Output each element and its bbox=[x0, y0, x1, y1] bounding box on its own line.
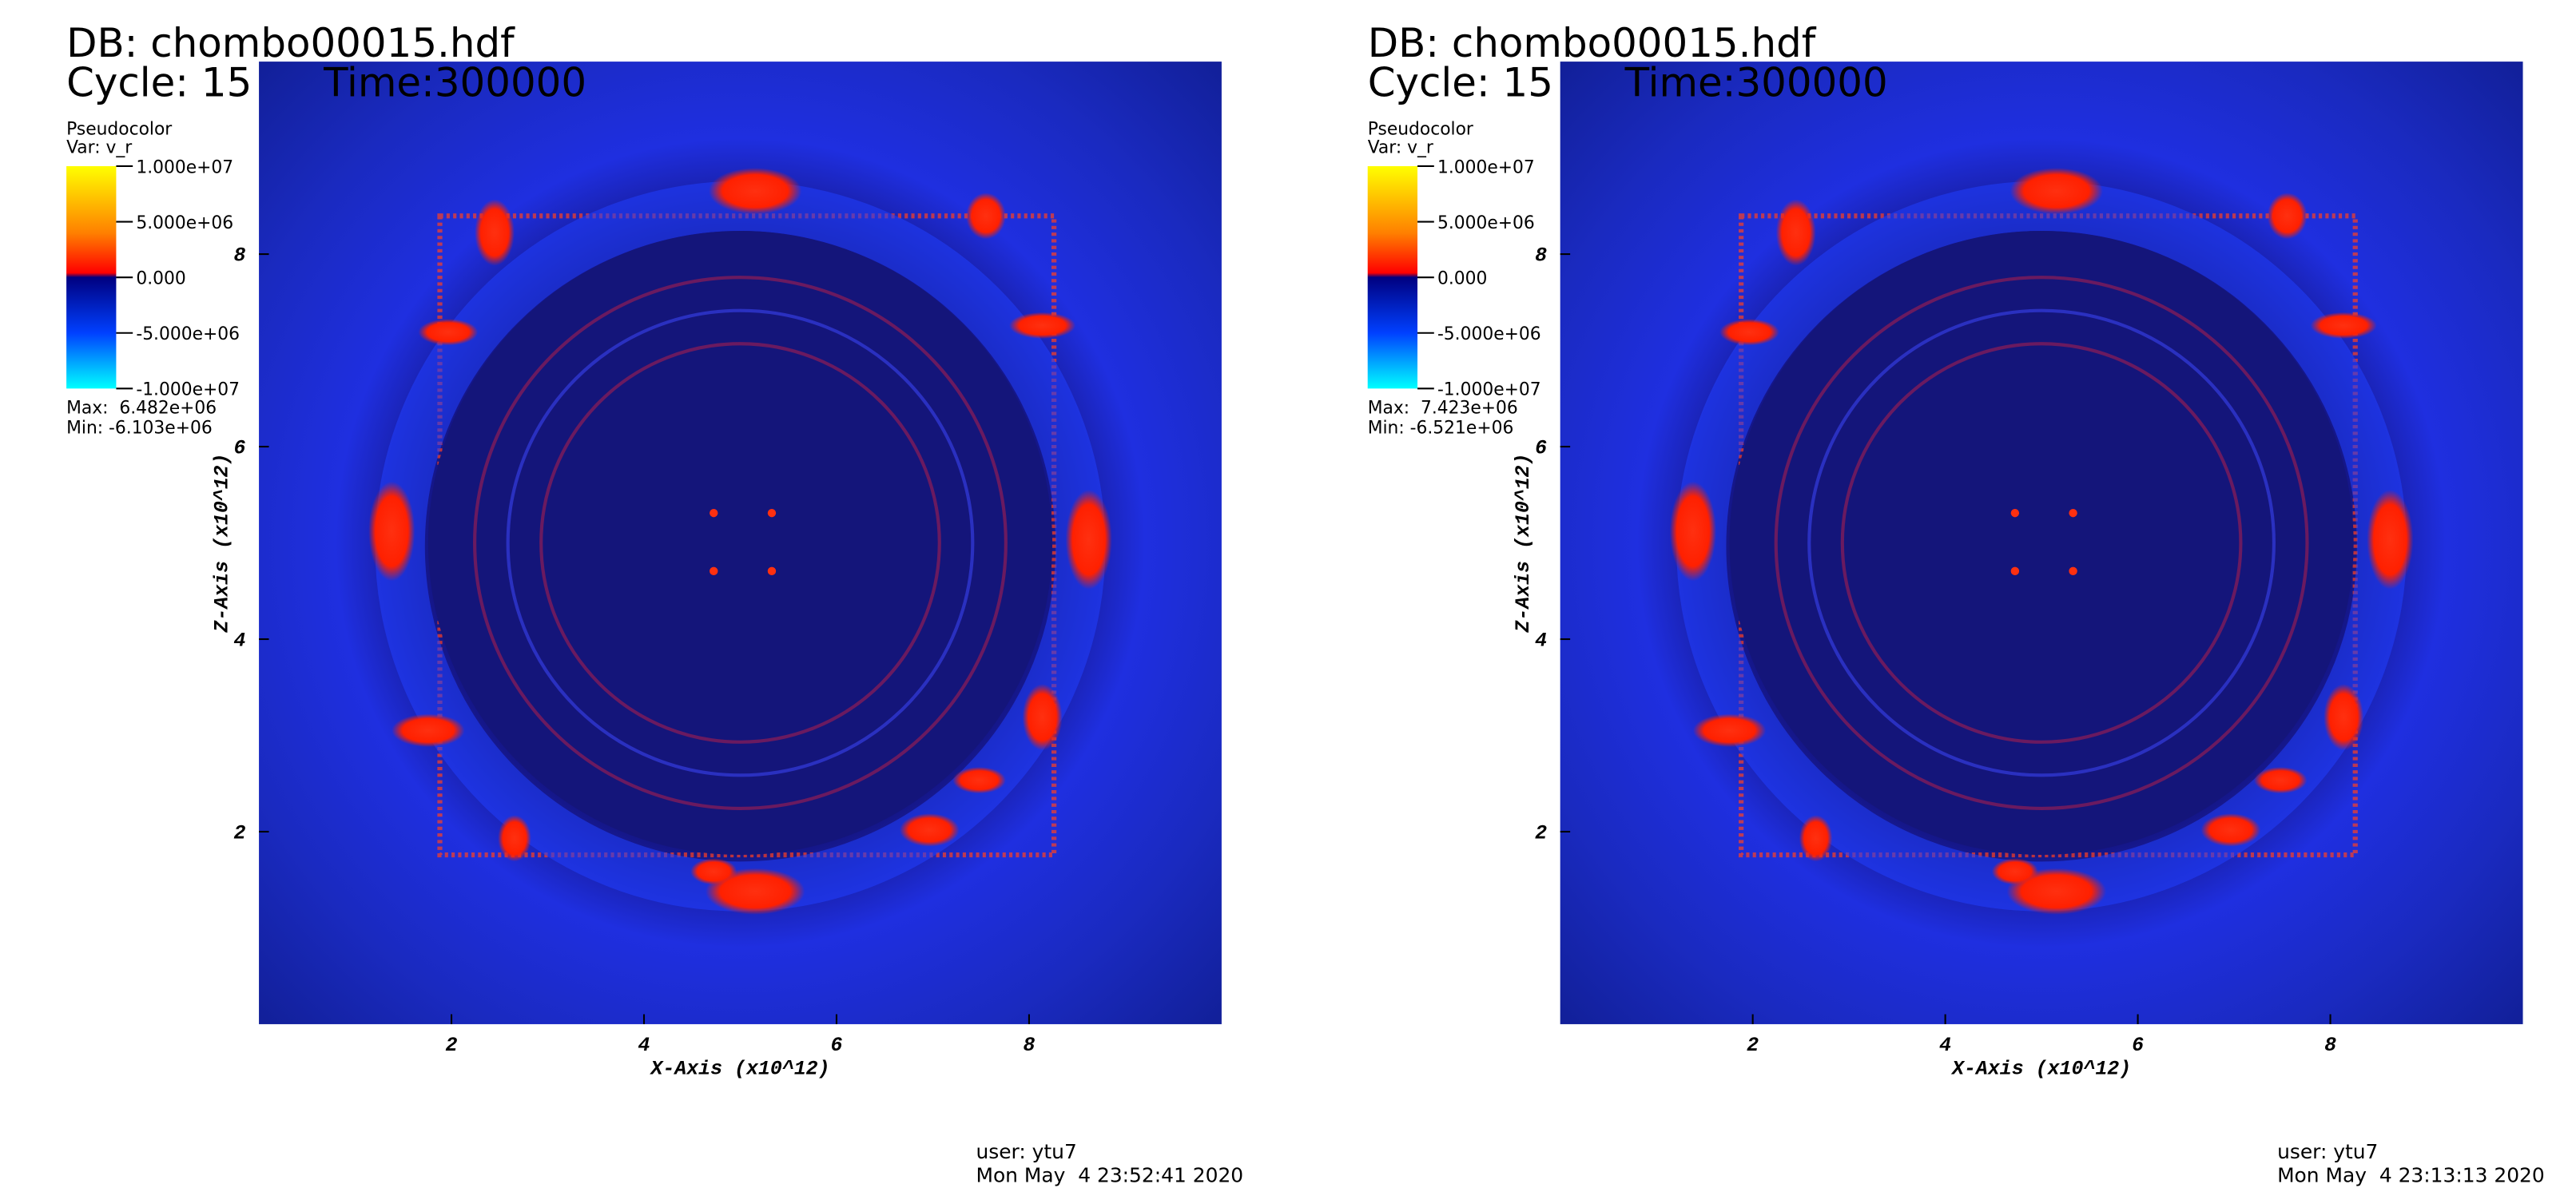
z-tick-label: 8 bbox=[1535, 244, 1547, 267]
z-tick-label: 6 bbox=[1535, 437, 1547, 459]
legend-max: Max: 6.482e+06 bbox=[66, 398, 217, 418]
colorbar-label: 1.000e+07 bbox=[136, 157, 233, 177]
hot-region bbox=[2310, 312, 2377, 340]
colorbar bbox=[1367, 165, 1418, 389]
db-name: DB: chombo00015.hdf bbox=[66, 20, 515, 66]
ring bbox=[539, 342, 941, 744]
hot-region bbox=[1799, 815, 1833, 862]
z-tick-label: 4 bbox=[233, 630, 245, 652]
panel: 2 4 6 8 2 4 6 8 X-Axis (x10^12) Z-Axis (x10^12) DB… bbox=[1367, 20, 2545, 1186]
hot-region bbox=[1022, 684, 1063, 751]
legend-var: Var: v_r bbox=[1368, 137, 1433, 157]
hot-region bbox=[418, 319, 479, 346]
x-axis-label: X-Axis (x10^12) bbox=[1950, 1058, 2131, 1080]
hot-region bbox=[1009, 312, 1076, 340]
hot-region bbox=[1719, 319, 1779, 346]
ring bbox=[1807, 308, 2276, 777]
z-axis-label: Z-Axis (x10^12) bbox=[1513, 453, 1535, 633]
hot-region bbox=[1991, 858, 2038, 885]
hot-region bbox=[1775, 199, 1816, 266]
core bbox=[1729, 230, 2354, 856]
ring bbox=[1774, 276, 2309, 810]
user: user: ytu7 bbox=[976, 1140, 1076, 1163]
hot-region bbox=[2367, 490, 2414, 590]
z-tick-label: 8 bbox=[233, 244, 245, 267]
cycle: Cycle: 15 bbox=[1368, 60, 1553, 106]
hot-spot bbox=[2069, 566, 2077, 576]
z-tick-label: 2 bbox=[233, 822, 245, 844]
legend-plot: Pseudocolor bbox=[1368, 120, 1473, 140]
x-tick-label: 8 bbox=[1023, 1035, 1035, 1057]
x-tick-label: 6 bbox=[830, 1035, 842, 1057]
hot-region bbox=[475, 199, 515, 266]
hot-region bbox=[1669, 481, 1716, 582]
colorbar-label: 1.000e+07 bbox=[1437, 157, 1535, 177]
hot-spot bbox=[710, 508, 718, 518]
cycle: Cycle: 15 bbox=[66, 60, 252, 106]
colorbar-label: 0.000 bbox=[136, 268, 185, 288]
legend-plot: Pseudocolor bbox=[66, 120, 172, 140]
date: Mon May 4 23:13:13 2020 bbox=[2277, 1163, 2545, 1186]
ring bbox=[1840, 342, 2243, 744]
x-tick-label: 8 bbox=[2324, 1035, 2336, 1057]
core bbox=[427, 230, 1053, 856]
legend-min: Min: -6.103e+06 bbox=[66, 418, 213, 438]
time: Time:300000 bbox=[323, 60, 586, 106]
legend-min: Min: -6.521e+06 bbox=[1368, 418, 1514, 438]
hot-region bbox=[392, 713, 465, 748]
date: Mon May 4 23:52:41 2020 bbox=[976, 1163, 1243, 1186]
hot-region bbox=[498, 815, 531, 862]
colorbar-label: 0.000 bbox=[1437, 268, 1487, 288]
hot-region bbox=[690, 858, 737, 885]
colorbar-label: -5.000e+06 bbox=[1437, 324, 1541, 344]
z-tick-label: 4 bbox=[1535, 630, 1547, 652]
hot-region bbox=[952, 766, 1006, 794]
colorbar-label: -1.000e+07 bbox=[1437, 380, 1541, 400]
hot-region bbox=[899, 813, 960, 847]
hot-region bbox=[2267, 193, 2308, 240]
x-axis-label: X-Axis (x10^12) bbox=[649, 1058, 829, 1080]
colorbar-label: -5.000e+06 bbox=[136, 324, 240, 344]
hot-region bbox=[2200, 813, 2261, 847]
panel: 2 4 6 8 2 4 6 8 X-Axis (x10^12) Z-Axis (x10^12) DB… bbox=[66, 20, 1243, 1186]
x-tick-label: 2 bbox=[446, 1035, 458, 1057]
hot-region bbox=[1065, 490, 1112, 590]
legend-var: Var: v_r bbox=[66, 137, 132, 157]
colorbar-label: -1.000e+07 bbox=[136, 380, 240, 400]
z-tick-label: 6 bbox=[233, 437, 245, 459]
user: user: ytu7 bbox=[2277, 1140, 2378, 1163]
hot-spot bbox=[767, 566, 777, 576]
legend-max: Max: 7.423e+06 bbox=[1368, 398, 1518, 418]
hot-spot bbox=[2010, 566, 2020, 576]
x-tick-label: 6 bbox=[2132, 1035, 2144, 1057]
hot-region bbox=[2010, 168, 2103, 215]
x-tick-label: 4 bbox=[638, 1035, 650, 1057]
hot-region bbox=[1692, 713, 1767, 748]
x-tick-label: 4 bbox=[1939, 1035, 1951, 1057]
hot-spot bbox=[710, 566, 718, 576]
hot-region bbox=[709, 168, 802, 215]
hot-spot bbox=[2010, 508, 2020, 518]
z-tick-label: 2 bbox=[1535, 822, 1547, 844]
colorbar-label: 5.000e+06 bbox=[1437, 213, 1535, 233]
colorbar-label: 5.000e+06 bbox=[136, 213, 233, 233]
time: Time:300000 bbox=[1624, 60, 1888, 106]
z-axis-label: Z-Axis (x10^12) bbox=[212, 453, 234, 633]
ring bbox=[506, 308, 975, 777]
colorbar bbox=[66, 165, 117, 389]
hot-spot bbox=[2069, 508, 2077, 518]
hot-region bbox=[2254, 766, 2308, 794]
hot-region bbox=[966, 193, 1006, 240]
db-name: DB: chombo00015.hdf bbox=[1368, 20, 1817, 66]
ring bbox=[473, 276, 1008, 810]
hot-region bbox=[368, 481, 415, 582]
hot-region bbox=[2324, 684, 2364, 751]
x-tick-label: 2 bbox=[1747, 1035, 1759, 1057]
hot-spot bbox=[767, 508, 777, 518]
